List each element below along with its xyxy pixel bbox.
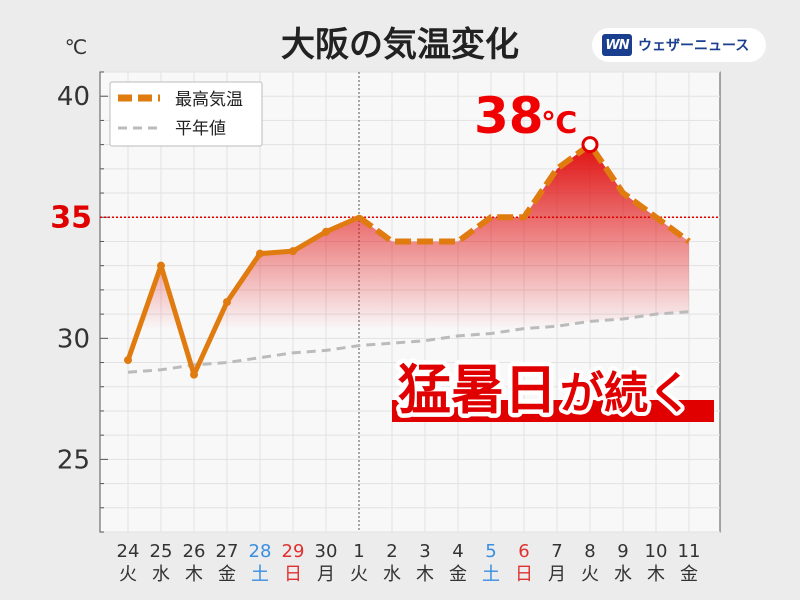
series-normal-line: [127, 310, 690, 374]
x-tick-day: 11: [678, 541, 701, 562]
max-point: [190, 370, 198, 379]
series-max-observed-line: [125, 214, 362, 378]
x-tick-day: 25: [150, 541, 173, 562]
x-tick-day: 1: [353, 541, 364, 562]
heat-banner: 猛暑日 が続く: [392, 356, 714, 426]
peak-marker: [581, 136, 599, 154]
x-tick-weekday: 月: [317, 564, 335, 585]
x-tick-day: 24: [117, 541, 140, 562]
x-tick-weekday: 日: [515, 564, 533, 585]
chart-title: 大阪の気温変化: [281, 25, 519, 65]
x-tick-day: 28: [249, 541, 272, 562]
max-point: [289, 247, 297, 256]
max-point: [124, 356, 132, 365]
x-tick-day: 4: [452, 541, 463, 562]
x-tick-weekday: 金: [218, 564, 236, 585]
y-tick-label: 30: [57, 324, 90, 354]
max-point: [223, 298, 231, 306]
x-tick-day: 6: [518, 541, 529, 562]
y-tick-label: 35: [50, 200, 92, 235]
x-tick-weekday: 月: [548, 564, 566, 585]
x-tick-day: 26: [183, 541, 206, 562]
area-fill: [128, 144, 689, 375]
x-tick-day: 9: [617, 541, 628, 562]
x-tick-weekday: 水: [152, 564, 170, 585]
weathernews-logo: WN ウェザーニュース: [592, 28, 766, 62]
peak-annotation: 38 ℃: [474, 87, 577, 145]
x-tick-weekday: 日: [284, 564, 302, 585]
y-tick-label: 40: [57, 82, 90, 112]
x-tick-day: 29: [282, 541, 305, 562]
max-point: [157, 261, 165, 270]
banner-main-text: 猛暑日: [398, 360, 557, 421]
max-normal-gap-fill: [128, 144, 689, 375]
x-tick-weekday: 金: [680, 564, 698, 585]
x-tick-weekday: 火: [119, 564, 137, 585]
x-tick-weekday: 土: [251, 564, 269, 585]
x-tick-day: 8: [584, 541, 595, 562]
legend-max-label: 最高気温: [175, 90, 243, 110]
x-tick-weekday: 金: [449, 564, 467, 585]
banner-sub-text: が続く: [560, 368, 692, 419]
series-lines: [124, 136, 691, 379]
x-tick-day: 5: [485, 541, 496, 562]
x-tick-weekday: 木: [647, 564, 665, 585]
logo-text: ウェザーニュース: [638, 38, 750, 54]
x-tick-day: 3: [419, 541, 430, 562]
logo-mark-icon: WN: [602, 34, 632, 56]
x-tick-labels: 24火25水26木27金28土29日30月1火2水3木4金5土6日7月8火9水1…: [117, 541, 701, 585]
x-tick-weekday: 土: [482, 564, 500, 585]
max-point: [322, 227, 330, 236]
y-axis-unit: ℃: [65, 35, 87, 59]
x-tick-weekday: 火: [581, 564, 599, 585]
x-tick-weekday: 水: [614, 564, 632, 585]
peak-unit: ℃: [541, 106, 577, 141]
x-tick-day: 30: [315, 541, 338, 562]
x-tick-day: 10: [645, 541, 668, 562]
legend-normal-label: 平年値: [175, 119, 226, 139]
y-tick-labels: 25 30 35 40: [50, 82, 92, 475]
x-tick-day: 2: [386, 541, 397, 562]
series-max-forecast-line: [357, 140, 691, 245]
max-point: [256, 249, 264, 258]
x-tick-day: 27: [216, 541, 239, 562]
x-tick-weekday: 木: [185, 564, 203, 585]
x-tick-weekday: 火: [350, 564, 368, 585]
x-tick-day: 7: [551, 541, 562, 562]
x-tick-weekday: 木: [416, 564, 434, 585]
x-tick-weekday: 水: [383, 564, 401, 585]
y-tick-label: 25: [57, 445, 90, 475]
legend: 最高気温 平年値: [109, 81, 263, 147]
peak-value: 38: [474, 87, 544, 145]
